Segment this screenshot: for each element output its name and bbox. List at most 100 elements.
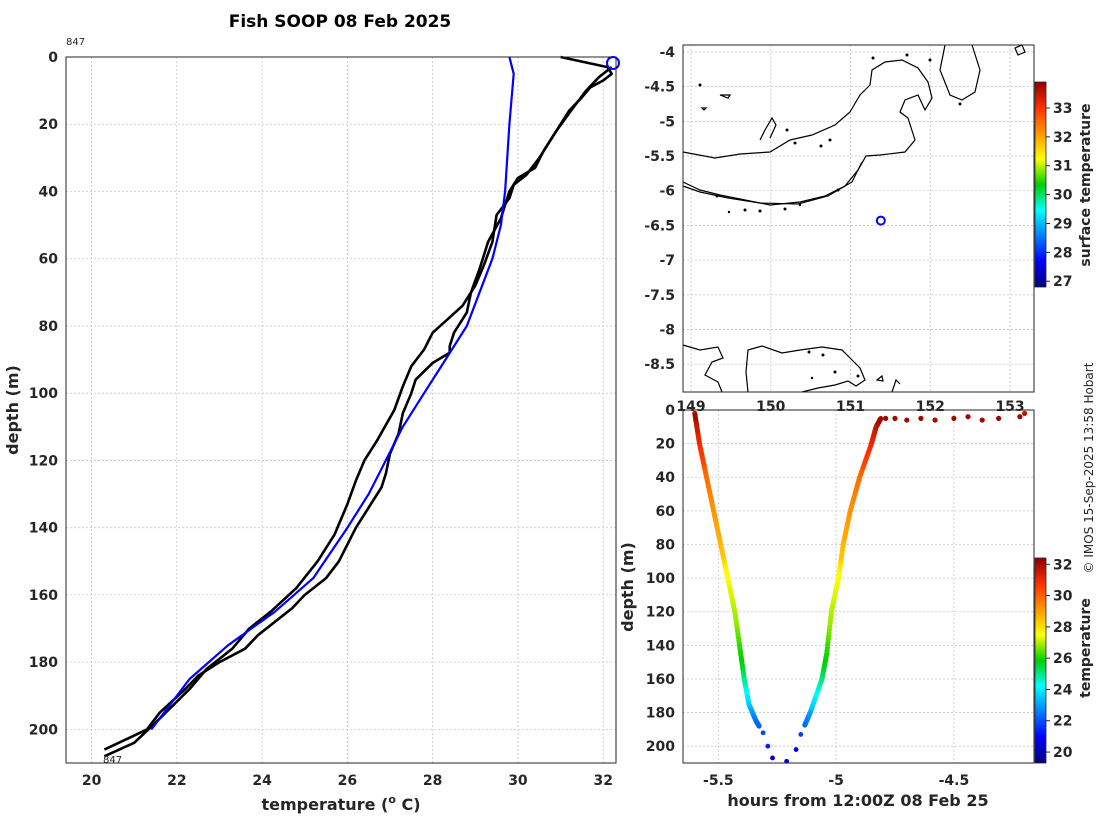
profile-ytick: 20 <box>39 117 59 133</box>
surface-colorbar-tick: 29 <box>1053 216 1072 232</box>
timeseries-point <box>1021 410 1028 416</box>
profile-ytick: 80 <box>39 319 59 335</box>
timeseries-xtick: -5.5 <box>703 773 734 789</box>
map-islands <box>698 53 962 380</box>
profile-axes <box>65 56 617 764</box>
profile-xtick: 30 <box>508 773 528 789</box>
profile-ytick: 200 <box>29 722 58 738</box>
timeseries-points <box>692 410 1028 764</box>
timeseries-panel: 0 20 40 60 80 100 120 140 160 180 200 -5.5 -5 -4.5 h… <box>618 403 1094 810</box>
temp-colorbar-tick: 26 <box>1053 651 1072 667</box>
surface-colorbar-tick: 28 <box>1053 245 1072 261</box>
profile-xlabel: temperature (o C) <box>261 793 420 814</box>
timeseries-point <box>756 723 762 729</box>
timeseries-ylabel: depth (m) <box>618 542 637 632</box>
timeseries-point <box>793 747 799 752</box>
timeseries-point <box>979 417 985 423</box>
timeseries-ytick: 140 <box>646 638 675 654</box>
timeseries-ytick: 40 <box>656 470 676 486</box>
map-lon-tick: 150 <box>756 399 785 415</box>
profile-id-bottom: 847 <box>103 755 122 766</box>
timeseries-ytick: 200 <box>646 739 675 755</box>
surface-colorbar-tick: 33 <box>1053 101 1072 117</box>
timeseries-point <box>932 417 938 423</box>
profile-xtick: 20 <box>82 773 102 789</box>
surface-temp-colorbar <box>1034 81 1047 288</box>
profile-xtick: 22 <box>167 773 186 789</box>
timeseries-ytick: 120 <box>646 605 675 621</box>
map-lat-tick: -6.5 <box>644 218 675 234</box>
temp-colorbar-tick: 22 <box>1053 714 1072 730</box>
timeseries-ytick: 60 <box>656 504 676 520</box>
timeseries-ytick: 160 <box>646 672 675 688</box>
map-axes <box>682 44 1035 393</box>
profile-xtick: 28 <box>423 773 442 789</box>
profile-title: Fish SOOP 08 Feb 2025 <box>229 12 452 32</box>
profile-ytick: 180 <box>29 655 58 671</box>
timeseries-point <box>918 415 924 422</box>
map-lon-tick: 151 <box>836 399 865 415</box>
profile-ytick: 100 <box>29 386 58 402</box>
map-lat-tick: -7 <box>659 253 675 269</box>
timeseries-point <box>892 415 898 422</box>
timeseries-xlabel: hours from 12:00Z 08 Feb 25 <box>727 791 988 810</box>
timeseries-ytick: 20 <box>656 437 676 453</box>
timeseries-xtick: -5 <box>828 773 844 789</box>
surface-colorbar-tick: 30 <box>1053 188 1073 204</box>
surface-temp-colorbar-label: surface temperature <box>1078 103 1094 266</box>
coastline <box>682 44 1026 393</box>
series-climatology <box>150 56 515 731</box>
copyright-credit: © IMOS 15-Sep-2025 13:58 Hobart <box>1082 362 1096 573</box>
map-lat-tick: -7.5 <box>644 288 675 304</box>
map-lat-tick: -6 <box>659 184 675 200</box>
timeseries-ytick: 180 <box>646 706 675 722</box>
timeseries-point <box>770 755 775 761</box>
profile-surface-marker <box>606 56 620 70</box>
surface-colorbar-tick: 27 <box>1053 274 1072 290</box>
temp-colorbar-tick: 28 <box>1053 620 1072 636</box>
map-lon-tick: 152 <box>916 399 945 415</box>
surface-colorbar-tick: 31 <box>1053 159 1072 175</box>
profile-panel: Fish SOOP 08 Feb 2025 20 22 24 26 28 30 32 0 20… <box>3 12 620 814</box>
profile-ytick: 60 <box>39 252 59 268</box>
map-lon-tick: 153 <box>995 399 1024 415</box>
timeseries-axes <box>682 409 1035 764</box>
profile-ytick: 40 <box>39 184 59 200</box>
profile-ytick: 120 <box>29 453 58 469</box>
timeseries-point <box>760 730 766 736</box>
temp-colorbar-tick: 20 <box>1053 745 1073 761</box>
profile-ylabel: depth (m) <box>3 365 22 455</box>
profile-ytick: 0 <box>48 50 58 66</box>
map-lon-tick: 149 <box>676 399 705 415</box>
temperature-colorbar-label: temperature <box>1078 598 1094 698</box>
timeseries-point <box>765 743 771 749</box>
temp-colorbar-tick: 30 <box>1053 589 1073 605</box>
timeseries-point <box>878 416 884 421</box>
timeseries-point <box>965 414 971 420</box>
timeseries-point <box>1017 414 1023 420</box>
profile-xtick: 32 <box>593 773 612 789</box>
surface-colorbar-tick: 32 <box>1053 130 1072 146</box>
map-lat-tick: -5.5 <box>644 149 675 165</box>
profile-ytick: 160 <box>29 588 58 604</box>
sample-location-marker <box>875 215 886 226</box>
temp-colorbar-tick: 24 <box>1053 682 1073 698</box>
temperature-colorbar <box>1034 557 1047 764</box>
timeseries-point <box>882 415 889 422</box>
timeseries-xtick: -4.5 <box>939 773 970 789</box>
profile-xtick: 24 <box>252 773 272 789</box>
temp-colorbar-tick: 32 <box>1053 557 1072 573</box>
map-lat-tick: -8 <box>659 323 675 339</box>
profile-ytick: 140 <box>29 521 58 537</box>
profile-series <box>103 55 613 758</box>
timeseries-ytick: 0 <box>665 403 675 419</box>
map-lat-tick: -4 <box>659 45 675 61</box>
timeseries-point <box>996 415 1002 422</box>
map-lat-tick: -5 <box>659 114 675 130</box>
profile-id-top: 847 <box>66 37 85 48</box>
timeseries-ytick: 80 <box>656 537 676 553</box>
series-profile-up <box>103 66 613 758</box>
timeseries-point <box>798 732 804 737</box>
timeseries-point <box>951 415 957 422</box>
